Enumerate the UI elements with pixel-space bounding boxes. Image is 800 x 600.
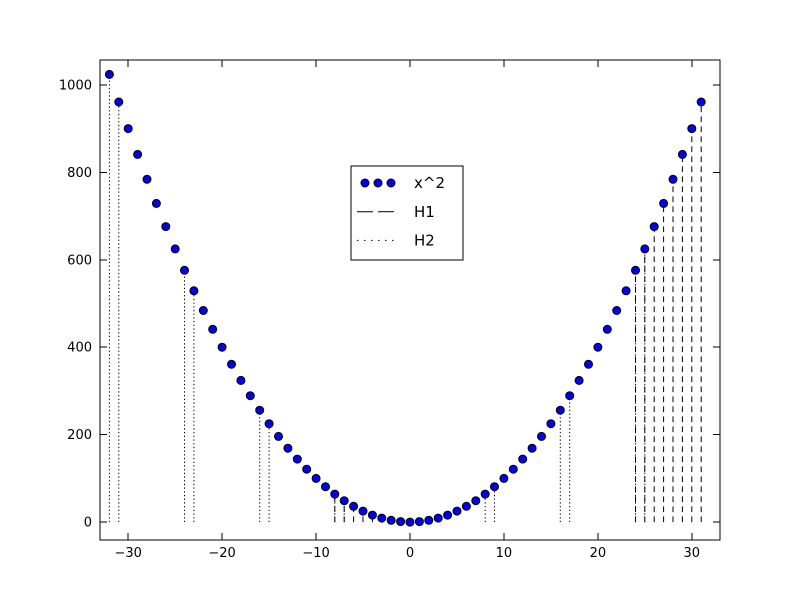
data-point [292, 454, 302, 464]
y-tick-label: 800 [67, 166, 92, 181]
data-point [424, 515, 434, 525]
data-point [405, 517, 415, 527]
data-point [236, 375, 246, 385]
data-point [414, 517, 424, 527]
data-point [687, 124, 697, 134]
data-point [433, 513, 443, 523]
data-point [104, 69, 114, 79]
x-tick-label: −30 [114, 546, 141, 561]
tick-marks [100, 60, 720, 540]
data-point [198, 306, 208, 315]
y-tick-label: 400 [67, 341, 92, 356]
data-point [367, 510, 377, 520]
legend-marker-dot [360, 178, 370, 188]
data-point [527, 443, 537, 453]
data-point [123, 124, 133, 134]
data-point [612, 306, 622, 315]
data-point [339, 496, 349, 506]
data-point [593, 342, 603, 352]
legend-marker-dot [386, 178, 396, 188]
data-point [443, 510, 453, 520]
x-tick-label: 0 [406, 546, 414, 561]
tick-labels: −30 −20 −10 0 10 20 30 0 200 400 600 800 1000 [59, 78, 700, 561]
data-point [377, 513, 387, 523]
data-point [471, 496, 481, 506]
data-point [245, 391, 255, 401]
data-point [631, 265, 640, 275]
data-point [490, 482, 499, 492]
data-point [659, 198, 669, 208]
legend-label: H1 [414, 203, 435, 221]
data-point [208, 324, 218, 334]
data-point [621, 286, 631, 296]
data-point [396, 517, 406, 527]
y-tick-label: 0 [84, 516, 92, 531]
legend-label: H2 [414, 232, 435, 250]
y-tick-label: 600 [67, 253, 92, 268]
x-tick-label: −20 [208, 546, 235, 561]
data-point [302, 464, 312, 474]
y-tick-label: 1000 [59, 78, 92, 93]
data-point [349, 501, 359, 511]
data-point [574, 375, 584, 385]
data-point [264, 419, 274, 429]
data-point [311, 473, 321, 483]
legend-label: x^2 [414, 174, 445, 192]
data-point [142, 174, 152, 184]
data-point [480, 489, 490, 499]
data-point [170, 244, 180, 254]
data-point [649, 222, 659, 232]
data-point [386, 515, 396, 525]
data-point [508, 464, 518, 474]
data-point [499, 473, 509, 483]
x-tick-label: 20 [590, 546, 607, 561]
data-point [189, 286, 199, 296]
data-point [133, 149, 143, 159]
data-point [696, 97, 706, 107]
data-point [161, 222, 171, 232]
legend-frame [350, 165, 464, 261]
data-point [114, 97, 124, 107]
legend-marker-dot [373, 178, 383, 188]
data-point [255, 405, 265, 415]
data-point [518, 454, 528, 464]
data-point [546, 419, 556, 429]
data-point [358, 506, 368, 516]
scatter-series-x2 [104, 69, 706, 527]
data-point [537, 431, 546, 441]
data-point [283, 443, 293, 453]
data-point [668, 174, 678, 184]
data-point [217, 342, 227, 352]
data-point [677, 149, 687, 159]
data-point [452, 506, 462, 516]
y-tick-label: 200 [67, 428, 92, 443]
data-point [584, 359, 593, 369]
data-point [180, 265, 189, 275]
data-point [321, 482, 330, 492]
data-point [330, 489, 340, 499]
data-point [151, 198, 161, 208]
x-tick-label: 10 [496, 546, 513, 561]
data-point [565, 391, 575, 401]
data-point [461, 501, 471, 511]
data-point [274, 431, 283, 441]
data-point [227, 359, 236, 369]
x-tick-label: 30 [684, 546, 701, 561]
x-tick-label: −10 [302, 546, 329, 561]
data-point [640, 244, 650, 254]
data-point [602, 324, 612, 334]
legend: x^2 H1 H2 [350, 165, 464, 261]
data-point [555, 405, 565, 415]
